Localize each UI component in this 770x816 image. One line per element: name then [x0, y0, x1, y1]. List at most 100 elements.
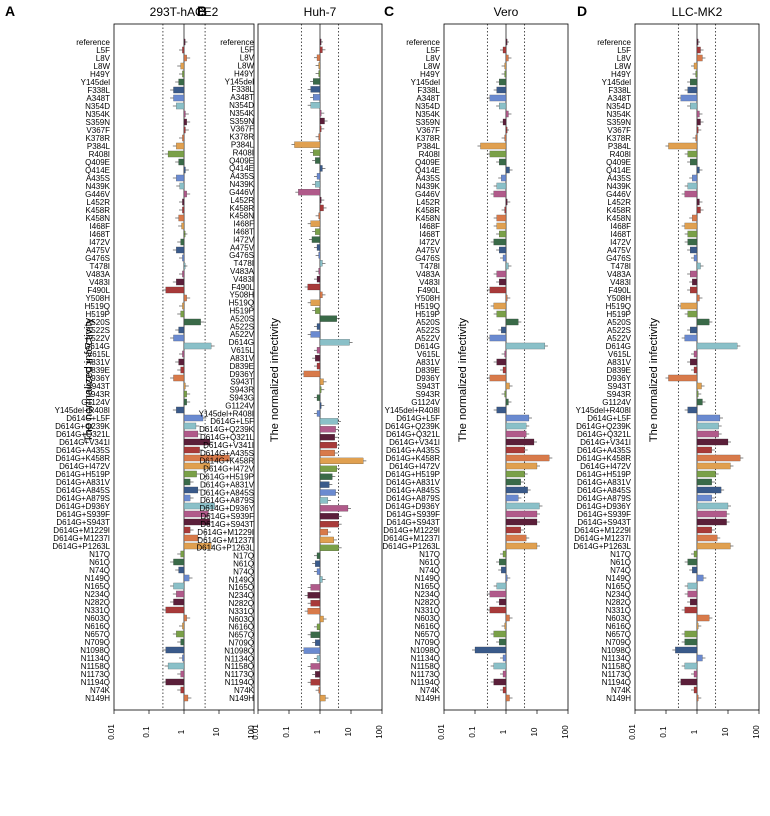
category-label: L8W — [424, 62, 441, 71]
y-axis-label: The normalized infectivity — [269, 317, 281, 442]
category-label: D614G+M1229I — [53, 526, 110, 535]
bar-h519p — [315, 307, 321, 314]
bar-d614g-a831v — [505, 478, 521, 486]
category-label: V483I — [419, 278, 440, 287]
category-label: D614G+A845S — [386, 486, 440, 495]
category-label: N1098Q — [224, 646, 254, 655]
bar-a831v — [690, 358, 698, 366]
bar-v367f — [183, 126, 186, 134]
bar-h49y — [318, 70, 321, 77]
category-label: A475V — [230, 243, 255, 252]
x-tick-label: 0.01 — [628, 724, 637, 740]
bar-a522v — [173, 334, 185, 342]
category-label: D614G+S939F — [386, 510, 440, 519]
bar-i472v — [180, 238, 185, 246]
bar-s359n — [319, 117, 325, 125]
category-label: N331Q — [229, 607, 254, 616]
x-tick-label: 10 — [212, 727, 221, 736]
bar-n282q — [310, 600, 321, 607]
category-label: H49Y — [90, 70, 111, 79]
category-label: N234Q — [606, 590, 631, 599]
category-label: L8W — [615, 62, 632, 71]
bar-n74q — [692, 566, 698, 574]
category-label: D614G+D936Y — [577, 502, 632, 511]
bar-h519q — [182, 302, 185, 310]
category-label: K378R — [607, 134, 632, 143]
bar-d614g-i472v — [319, 465, 337, 472]
bar-v367f — [319, 125, 322, 133]
category-label: D614G+M1237I — [574, 534, 631, 543]
bar-n709q — [499, 638, 507, 646]
bar-d614g-a845s — [183, 486, 199, 494]
category-label: D614G+A435S — [577, 446, 631, 455]
category-label: N165Q — [85, 582, 110, 591]
category-label: N331Q — [415, 606, 440, 615]
category-label: A522S — [416, 326, 440, 335]
bar-l8v — [183, 54, 187, 62]
category-label: K458N — [86, 214, 111, 223]
bar-v615l — [182, 350, 185, 358]
category-label: V483A — [607, 270, 632, 279]
bar-l8v — [316, 54, 321, 61]
panel-letter: D — [577, 3, 587, 19]
bar-f490l — [307, 283, 321, 291]
category-label: D614G+A831V — [386, 478, 441, 487]
bar-n1173q — [180, 670, 185, 678]
bar-a522s — [178, 326, 185, 334]
bar-y145del-r408i — [496, 406, 507, 414]
category-label: A520S — [230, 314, 254, 323]
bar-p384l — [668, 142, 698, 150]
bar-n1194q — [680, 678, 698, 686]
category-label: L452R — [607, 198, 631, 207]
panel-letter: A — [5, 3, 15, 19]
bar-d614g-q239k — [319, 426, 336, 433]
category-label: N1134Q — [602, 654, 631, 663]
bar-h49y — [182, 70, 185, 78]
bar-d614g-s943t — [319, 521, 339, 528]
category-label: G446V — [606, 190, 632, 199]
category-label: D614G — [229, 338, 254, 347]
category-label: Y145del — [225, 77, 255, 86]
bar-k458r — [319, 204, 324, 212]
category-label: N616Q — [229, 623, 254, 632]
category-label: P384L — [231, 141, 255, 150]
bar-g476s — [693, 254, 698, 262]
bar-i468f — [181, 222, 185, 230]
bar-y508h — [505, 294, 508, 302]
category-label: N234Q — [229, 591, 254, 600]
category-label: K378R — [230, 133, 255, 142]
bar-n657q — [176, 630, 185, 638]
bar-a435s — [692, 174, 698, 182]
bar-n74k — [502, 686, 507, 694]
bar-l8v — [696, 54, 703, 62]
bar-k458r — [504, 206, 507, 214]
category-label: Y145del+R408I — [576, 406, 631, 415]
category-label: D614G+Q321L — [200, 433, 255, 442]
category-label: D614G+A879S — [386, 494, 440, 503]
category-label: G446V — [85, 190, 111, 199]
bar-d614g — [319, 339, 350, 346]
bar-v483i — [499, 278, 507, 286]
bar-d614g-d936y — [183, 502, 215, 510]
x-tick-label: 1 — [177, 729, 186, 734]
bar-n331q — [489, 606, 507, 614]
bar-n439k — [179, 182, 185, 190]
category-label: V367F — [230, 125, 254, 134]
category-label: K378R — [416, 134, 441, 143]
bar-d614g-d936y — [319, 505, 349, 512]
bar-d614g-q321l — [183, 430, 199, 438]
bar-q414e — [183, 166, 186, 174]
bar-n354d — [176, 102, 185, 110]
category-label: K378R — [86, 134, 111, 143]
bar-n331q — [684, 606, 698, 614]
bar-n1134q — [696, 654, 703, 662]
category-label: Y145del+R408I — [199, 409, 254, 418]
bar-v483i — [692, 278, 698, 286]
bar-i472v — [493, 238, 507, 246]
bar-g446v — [684, 190, 698, 198]
bar-d614g-m1237i — [319, 536, 334, 544]
bar-s943r — [696, 390, 699, 398]
bar-r408i — [313, 149, 321, 156]
bar-a348t — [313, 94, 321, 101]
bar-t478i — [696, 262, 701, 270]
